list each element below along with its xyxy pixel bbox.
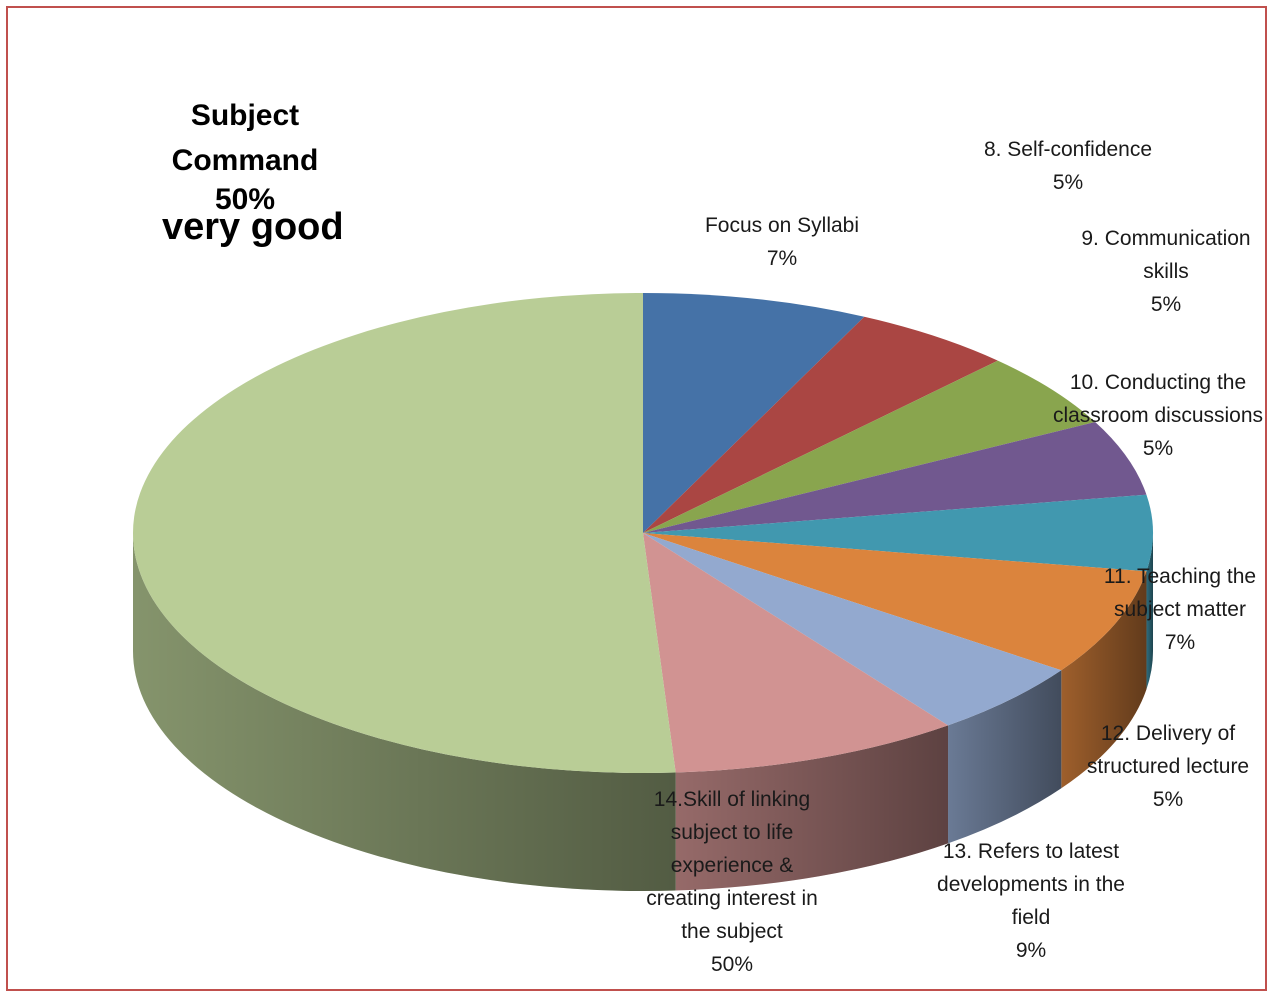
pie-slice	[643, 533, 949, 773]
pie-slice	[643, 494, 1153, 572]
pie-slice	[643, 293, 865, 533]
subject-command-label: Subject Command 50%	[142, 93, 348, 222]
subject-label-line: Subject	[190, 99, 300, 132]
very-good-annotation: very good	[162, 206, 344, 248]
label-communication-skills: 9. Communication skills 5%	[1081, 227, 1251, 316]
pie-slice	[643, 360, 1096, 533]
pie-wall-shade	[675, 725, 949, 891]
pie-wall-shade	[1061, 571, 1147, 789]
subject-label-line: Command	[171, 144, 319, 177]
label-self-confidence: 8. Self-confidence 5%	[983, 138, 1153, 194]
pie-slice	[643, 316, 998, 533]
label-focus-on-syllabi: Focus on Syllabi 7%	[704, 214, 860, 270]
pie-wall-shade	[948, 670, 1062, 844]
pie-slice	[643, 421, 1147, 533]
pie-slice	[133, 293, 676, 773]
pie-slice	[643, 533, 1062, 726]
label-delivery-structured-lecture: 12. Delivery of structured lecture 5%	[1086, 722, 1250, 811]
label-refers-latest-developments: 13. Refers to latest developments in the…	[937, 840, 1125, 962]
label-skill-linking-subject: 14.Skill of linking subject to life expe…	[646, 788, 818, 976]
label-teaching-subject-matter: 11. Teaching the subject matter 7%	[1103, 565, 1257, 654]
pie-wall-shade	[1146, 533, 1153, 690]
pie-top-slices	[133, 293, 1153, 773]
pie-slice	[643, 533, 1147, 671]
label-conducting-discussions: 10. Conducting the classroom discussions…	[1052, 371, 1264, 460]
pie-wall-shade	[133, 533, 676, 892]
pie-side-walls	[133, 533, 1153, 892]
subject-label-line: 50%	[214, 183, 276, 216]
